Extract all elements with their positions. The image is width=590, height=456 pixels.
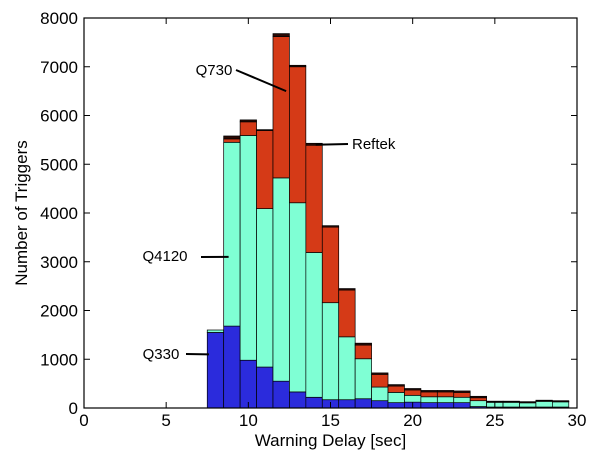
- bar-q730-13: [289, 66, 307, 204]
- bar-q730-12: [272, 36, 290, 179]
- bar-q330-23: [453, 402, 471, 409]
- bars-layer: [206, 33, 570, 409]
- x-axis-label: Warning Delay [sec]: [255, 431, 406, 450]
- bar-q730-21: [420, 391, 438, 398]
- x-tick-label: 30: [568, 411, 587, 430]
- y-tick-label: 5000: [40, 155, 78, 174]
- bar-reftek-15: [321, 225, 340, 228]
- bar-q730-10: [239, 121, 257, 136]
- bar-q730-19: [387, 385, 405, 393]
- bar-q4120-17: [354, 358, 372, 400]
- bar-q4120-11: [256, 208, 274, 368]
- bar-q730-20: [404, 389, 422, 396]
- y-tick-label: 0: [69, 399, 78, 418]
- bar-reftek-18: [371, 372, 389, 375]
- bar-q730-11: [256, 130, 274, 209]
- ticks-layer: 0 5 10 15 20 25 30 0 1000 2000 3000 4000 5000 6000 700…: [40, 9, 586, 430]
- bar-reftek-11: [256, 129, 274, 131]
- bar-q730-24: [469, 397, 487, 402]
- bar-q4120-26: [502, 401, 520, 408]
- bar-q330-16: [338, 399, 356, 409]
- bar-q330-19: [387, 402, 405, 409]
- y-tick-label: 1000: [40, 350, 78, 369]
- bar-q4120-23: [453, 396, 471, 403]
- bar-reftek-22: [436, 390, 455, 393]
- annotation-label-q4120: Q4120: [142, 248, 187, 265]
- bar-q330-17: [354, 398, 372, 409]
- bar-q4120-19: [387, 392, 405, 403]
- annotation-label-q330: Q330: [143, 346, 180, 363]
- bar-reftek-9: [223, 135, 241, 140]
- bar-q4120-18: [371, 386, 389, 402]
- x-tick-label: 25: [485, 411, 504, 430]
- x-tick-label: 15: [321, 411, 340, 430]
- bar-q330-14: [305, 396, 323, 409]
- annotation-label-reftek: Reftek: [352, 136, 396, 153]
- x-tick-label: 0: [79, 411, 88, 430]
- bar-q730-18: [371, 374, 389, 388]
- bar-q730-14: [305, 144, 323, 253]
- annotation-label-q730: Q730: [196, 62, 233, 79]
- x-tick-label: 10: [239, 411, 258, 430]
- bar-reftek-28: [535, 399, 553, 402]
- bar-reftek-20: [404, 388, 422, 391]
- bar-q730-16: [338, 289, 356, 338]
- bar-reftek-19: [387, 384, 405, 387]
- bar-q730-17: [354, 344, 372, 360]
- bar-q4120-9: [223, 141, 241, 327]
- bar-reftek-13: [289, 64, 307, 68]
- annotations-layer: Q730 Reftek Q4120 Q330: [142, 62, 395, 363]
- bar-q730-22: [436, 391, 455, 398]
- bar-q4120-24: [469, 400, 487, 407]
- bar-q4120-20: [404, 394, 422, 403]
- bar-q4120-14: [305, 252, 323, 398]
- bar-q4120-28: [535, 400, 553, 408]
- bar-reftek-24: [469, 395, 487, 399]
- y-tick-label: 4000: [40, 204, 78, 223]
- bar-q4120-8: [206, 329, 225, 333]
- y-tick-label: 8000: [40, 9, 78, 28]
- y-tick-label: 7000: [40, 58, 78, 77]
- bar-q4120-16: [338, 336, 356, 401]
- bar-q330-13: [289, 391, 307, 409]
- bar-q4120-29: [551, 401, 570, 408]
- bar-reftek-27: [519, 401, 537, 403]
- bar-q330-10: [239, 359, 257, 409]
- y-tick-label: 2000: [40, 302, 78, 321]
- bar-reftek-29: [551, 400, 570, 402]
- x-tick-label: 20: [403, 411, 422, 430]
- bar-q330-9: [223, 325, 241, 409]
- bar-reftek-16: [338, 288, 356, 291]
- bar-reftek-23: [453, 390, 471, 393]
- bar-reftek-10: [239, 119, 257, 123]
- bar-reftek-26: [502, 400, 520, 403]
- annotation-leader-q730: [235, 69, 287, 93]
- bar-q4120-21: [420, 396, 438, 403]
- y-tick-label: 6000: [40, 107, 78, 126]
- bar-q330-12: [272, 380, 290, 409]
- bar-reftek-25: [486, 400, 504, 403]
- y-axis-label: Number of Triggers: [12, 140, 31, 286]
- y-tick-label: 3000: [40, 253, 78, 272]
- annotation-leader-reftek: [315, 143, 349, 146]
- bar-q4120-15: [321, 302, 340, 401]
- bar-q330-21: [420, 402, 438, 409]
- bar-reftek-21: [420, 390, 438, 393]
- bar-q4120-12: [272, 177, 290, 382]
- bar-q330-8: [206, 332, 225, 409]
- bar-q330-11: [256, 366, 274, 409]
- bar-q730-15: [321, 226, 340, 304]
- bar-q4120-10: [239, 135, 257, 361]
- bar-q4120-22: [436, 396, 455, 403]
- bar-q4120-13: [289, 202, 307, 393]
- bar-reftek-17: [354, 342, 372, 346]
- bar-q330-22: [436, 402, 455, 409]
- bar-q730-9: [223, 138, 241, 143]
- bar-reftek-12: [272, 33, 290, 37]
- bar-q730-23: [453, 392, 471, 398]
- bar-q330-18: [371, 400, 389, 409]
- x-tick-label: 5: [161, 411, 170, 430]
